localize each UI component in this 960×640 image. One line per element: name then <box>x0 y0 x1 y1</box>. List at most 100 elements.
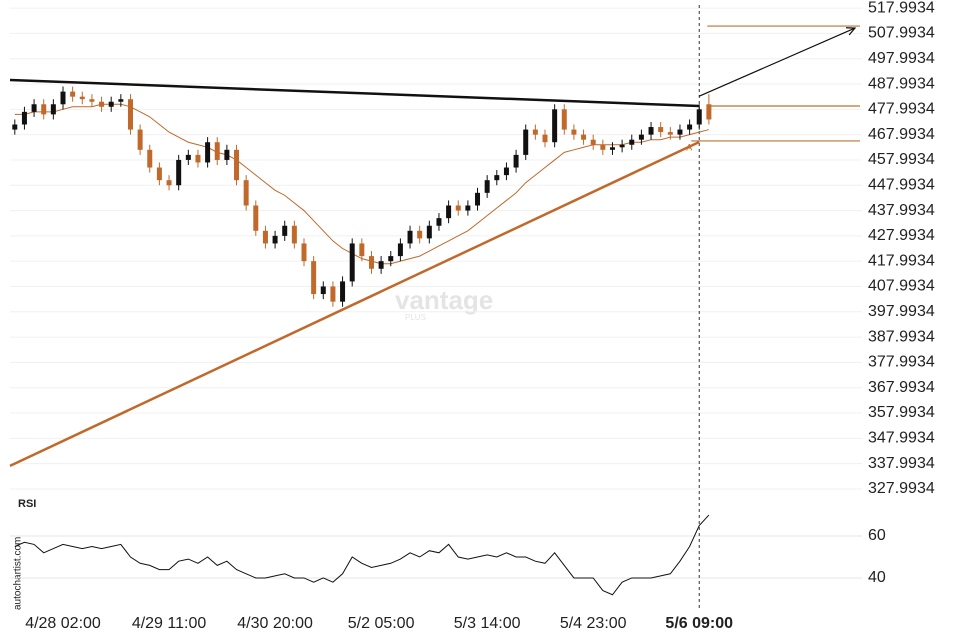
candle-body <box>484 180 490 193</box>
candle-body <box>156 167 162 181</box>
candle-body <box>359 243 365 257</box>
y-tick-label: 407.9934 <box>868 278 935 295</box>
candle-body <box>513 154 519 168</box>
y-tick-label: 347.9934 <box>868 430 935 447</box>
candle-body <box>330 286 336 302</box>
candle-body <box>532 129 538 135</box>
candle-body <box>638 134 644 140</box>
candle-body <box>677 129 683 135</box>
candle-body <box>311 261 317 295</box>
candle-body <box>475 192 481 206</box>
candle-body <box>455 205 461 211</box>
y-tick-label: 327.9934 <box>868 480 935 497</box>
x-tick-label: 5/6 09:00 <box>665 615 733 632</box>
annotation: A <box>686 142 692 152</box>
candle-body <box>619 144 625 148</box>
rsi-line <box>14 514 710 596</box>
rsi-tick-label: 60 <box>868 527 886 544</box>
arrow-head <box>845 27 857 36</box>
candle-body <box>147 149 153 168</box>
candle-body <box>552 109 558 143</box>
candle-body <box>272 235 278 244</box>
rsi-title: RSI <box>18 498 36 510</box>
candle-body <box>340 281 346 302</box>
y-tick-label: 447.9934 <box>868 176 935 193</box>
candle-body <box>70 91 76 97</box>
y-tick-label: 417.9934 <box>868 252 935 269</box>
x-tick-label: 4/28 02:00 <box>25 615 101 632</box>
candle-body <box>320 286 326 295</box>
candle-body <box>205 142 211 163</box>
source: autochartist.com <box>13 537 24 610</box>
rsi-tick-label: 40 <box>868 569 886 586</box>
y-tick-label: 387.9934 <box>868 328 935 345</box>
candle-body <box>687 124 693 130</box>
candle-body <box>696 109 702 125</box>
candle-body <box>523 129 529 155</box>
x-tick-label: 4/29 11:00 <box>132 615 207 632</box>
y-tick-label: 517.9934 <box>868 0 935 16</box>
candle-body <box>234 149 240 181</box>
candle-body <box>195 154 201 163</box>
candle-body <box>185 154 191 160</box>
candle-body <box>397 243 403 257</box>
watermark-sub: PLUS <box>405 313 426 322</box>
x-tick-label: 5/4 23:00 <box>560 615 627 632</box>
candle-body <box>243 180 249 206</box>
candle-body <box>253 205 259 231</box>
x-tick-label: 5/2 05:00 <box>348 615 415 632</box>
trendline <box>9 140 700 468</box>
candle-body <box>581 134 587 140</box>
candle-body <box>282 225 288 236</box>
candle-body <box>89 99 95 102</box>
candle-body <box>600 144 606 150</box>
candle-body <box>31 104 37 112</box>
candle-body <box>176 159 182 186</box>
candle-body <box>417 230 423 239</box>
candle-body <box>262 230 268 244</box>
candle-body <box>301 243 307 262</box>
y-tick-label: 357.9934 <box>868 404 935 421</box>
candle-body <box>137 129 143 150</box>
candle-body <box>349 243 355 282</box>
candle-body <box>60 91 66 105</box>
candle-body <box>426 225 432 239</box>
y-tick-label: 467.9934 <box>868 126 935 143</box>
candle-body <box>224 149 230 160</box>
candle-body <box>21 111 27 125</box>
candle-body <box>214 142 220 160</box>
candle-body <box>41 104 47 115</box>
candle-body <box>12 124 18 130</box>
candle-body <box>99 101 105 107</box>
candle-body <box>542 134 548 143</box>
candle-body <box>658 127 664 133</box>
trendline <box>9 78 700 108</box>
y-tick-label: 507.9934 <box>868 25 935 42</box>
candle-body <box>378 261 384 269</box>
candle-body <box>388 256 394 262</box>
candle-body <box>648 127 654 135</box>
watermark: vantage <box>395 285 493 315</box>
candle-body <box>118 99 124 102</box>
y-tick-label: 427.9934 <box>868 227 935 244</box>
candle-body <box>166 180 172 186</box>
candle-body <box>368 256 374 269</box>
candle-body <box>667 132 673 135</box>
candle-body <box>436 218 442 226</box>
x-tick-label: 4/30 20:00 <box>237 615 313 632</box>
candle-body <box>79 96 85 100</box>
y-tick-label: 437.9934 <box>868 202 935 219</box>
candle-body <box>127 99 133 130</box>
candle-body <box>494 175 500 181</box>
x-tick-label: 5/3 14:00 <box>454 615 521 632</box>
candle-body <box>571 129 577 135</box>
y-tick-label: 487.9934 <box>868 75 935 92</box>
candle-body <box>561 109 567 130</box>
y-tick-label: 457.9934 <box>868 151 935 168</box>
candle-body <box>407 230 413 244</box>
candle-body <box>629 139 635 145</box>
candle-body <box>291 225 297 244</box>
candle-body <box>50 104 56 115</box>
y-tick-label: 377.9934 <box>868 354 935 371</box>
